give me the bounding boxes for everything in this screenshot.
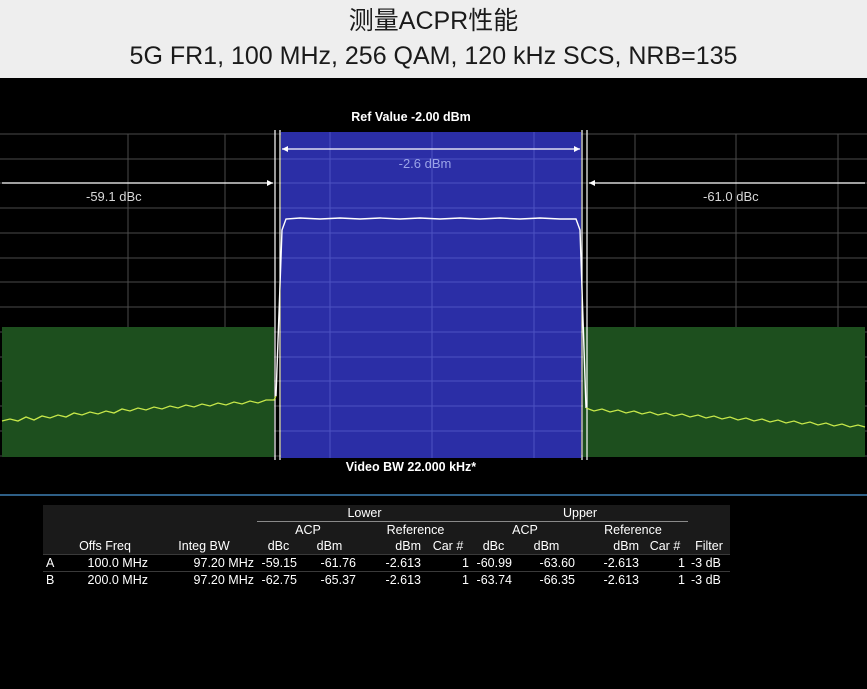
table-cell: 1 (642, 571, 688, 588)
column-header (43, 538, 59, 555)
ref-value-label: Ref Value -2.00 dBm (351, 110, 471, 124)
blank-header (688, 505, 730, 522)
column-header: Offs Freq (59, 538, 151, 555)
table-cell: -66.35 (515, 571, 578, 588)
table-cell: -61.76 (300, 554, 359, 572)
table-row: A 100.0 MHz 97.20 MHz -59.15 -61.76 -2.6… (43, 554, 730, 572)
column-header: Car # (642, 538, 688, 555)
spectrum-trace (1, 395, 277, 422)
table-cell: -2.613 (359, 554, 424, 572)
column-header: dBm (515, 538, 578, 555)
main-channel-region (281, 132, 581, 458)
table-cell: -62.75 (257, 571, 300, 588)
table-cell: -2.613 (578, 571, 642, 588)
main-channel-grid (281, 132, 581, 458)
table-cell: -3 dB (688, 571, 730, 588)
column-header: dBm (578, 538, 642, 555)
column-header: Integ BW (151, 538, 257, 555)
table-row: B 200.0 MHz 97.20 MHz -62.75 -65.37 -2.6… (43, 571, 730, 588)
analyzer-screen: Ref Value -2.00 dBm -2.6 dBm -59.1 dBc -… (0, 78, 867, 689)
table-cell: -63.74 (472, 571, 515, 588)
arrow-heads (267, 146, 595, 186)
upper-acp-label: -61.0 dBc (703, 189, 759, 204)
table-cell: -65.37 (300, 571, 359, 588)
upper-trace (585, 407, 866, 428)
column-header: Car # (424, 538, 472, 555)
table-cell: -2.613 (359, 571, 424, 588)
lower-header: Lower (257, 505, 472, 522)
table-cell: 97.20 MHz (151, 554, 257, 572)
table-cell: 200.0 MHz (59, 571, 151, 588)
table-cell: 100.0 MHz (59, 554, 151, 572)
acpr-results-table: Lower Upper ACP Reference ACP Reference … (43, 505, 730, 588)
slide-title: 测量ACPR性能 5G FR1, 100 MHz, 256 QAM, 120 k… (0, 0, 867, 78)
separator-line (0, 494, 867, 496)
upper-adjacent-channel (583, 327, 865, 457)
table-cell: 1 (424, 571, 472, 588)
upper-acp-header: ACP (472, 521, 578, 538)
spectrum-display (0, 130, 867, 460)
column-header: dBm (359, 538, 424, 555)
table-cell: 1 (642, 554, 688, 572)
blank-header (688, 521, 730, 538)
blank-header (43, 521, 257, 538)
table-cell: 97.20 MHz (151, 571, 257, 588)
video-bw-label: Video BW 22.000 kHz* (345, 460, 477, 474)
title-line-1: 测量ACPR性能 (348, 7, 519, 35)
column-header: dBc (257, 538, 300, 555)
table-cell: -2.613 (578, 554, 642, 572)
column-header: dBc (472, 538, 515, 555)
lower-adjacent-channel (2, 327, 274, 457)
title-line-2: 5G FR1, 100 MHz, 256 QAM, 120 kHz SCS, N… (129, 42, 738, 70)
upper-reference-header: Reference (578, 521, 688, 538)
main-channel-trace (275, 217, 587, 409)
row-label: A (43, 554, 59, 572)
blank-header (43, 505, 257, 522)
upper-header: Upper (472, 505, 688, 522)
lower-reference-header: Reference (359, 521, 472, 538)
table-cell: -63.60 (515, 554, 578, 572)
table-cell: -59.15 (257, 554, 300, 572)
table-cell: 1 (424, 554, 472, 572)
row-label: B (43, 571, 59, 588)
main-channel-power: -2.6 dBm (398, 156, 452, 171)
lower-acp-header: ACP (257, 521, 359, 538)
column-header: dBm (300, 538, 359, 555)
lower-acp-label: -59.1 dBc (86, 189, 142, 204)
table-cell: -3 dB (688, 554, 730, 572)
table-cell: -60.99 (472, 554, 515, 572)
column-header: Filter (688, 538, 730, 555)
